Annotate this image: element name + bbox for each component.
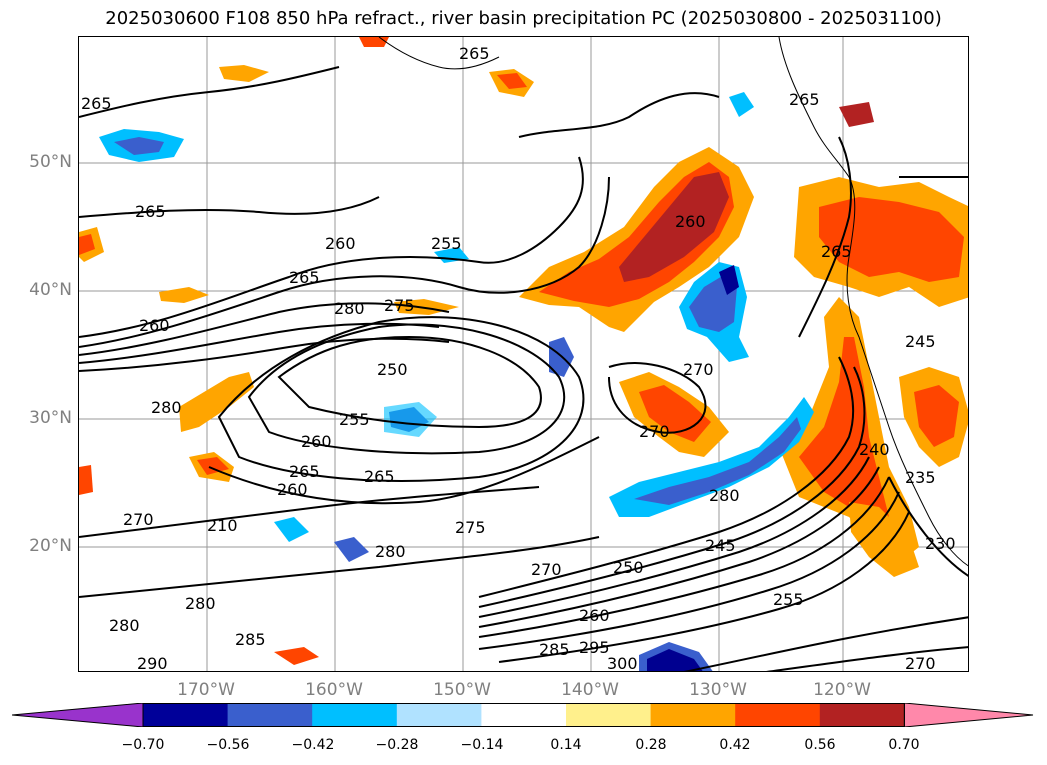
contour-label: 280 <box>709 486 740 505</box>
colorbar-tick: −0.70 <box>121 737 165 753</box>
contour-label: 280 <box>334 299 365 318</box>
colorbar-extend-high <box>903 703 1034 727</box>
contour-label: 260 <box>325 234 356 253</box>
contour-label: 255 <box>339 410 370 429</box>
contour-label: 235 <box>905 468 936 487</box>
graticule <box>79 37 968 671</box>
contour-label: 265 <box>459 44 490 63</box>
contour-label: 255 <box>431 234 462 253</box>
colorbar-border <box>142 703 905 727</box>
contour-label: 280 <box>109 616 140 635</box>
contour-label: 280 <box>151 398 182 417</box>
lon-label-130w: 130°W <box>689 680 747 700</box>
contour-label: 285 <box>235 630 266 649</box>
contour-label: 250 <box>613 558 644 577</box>
colorbar-tick: 0.42 <box>719 737 751 753</box>
colorbar-segment <box>396 703 482 727</box>
lat-label-20n: 20°N <box>29 536 72 556</box>
lon-label-140w: 140°W <box>561 680 619 700</box>
colorbar-tick: 0.28 <box>635 737 667 753</box>
colorbar-segment <box>227 703 313 727</box>
contour-label: 265 <box>364 467 395 486</box>
lat-label-30n: 30°N <box>29 408 72 428</box>
contour-label: 270 <box>639 422 670 441</box>
contour-labels: 265 265 265 265 260 255 265 280 275 260 … <box>81 44 956 672</box>
contour-label: 265 <box>289 462 320 481</box>
colorbar-extend-low <box>12 703 144 727</box>
contour-label: 265 <box>81 94 112 113</box>
map-title: 2025030600 F108 850 hPa refract., river … <box>105 8 942 29</box>
colorbar-tick: −0.28 <box>375 737 419 753</box>
contour-label: 275 <box>455 518 486 537</box>
contour-label: 245 <box>705 536 736 555</box>
contour-label: 260 <box>579 606 610 625</box>
colorbar-tick: −0.14 <box>460 737 504 753</box>
colorbar-segment <box>735 703 821 727</box>
precipitation-shading <box>79 37 968 671</box>
colorbar <box>12 703 1034 727</box>
colorbar-segment <box>312 703 398 727</box>
contour-label: 265 <box>289 268 320 287</box>
contour-label: 240 <box>859 440 890 459</box>
lon-label-150w: 150°W <box>433 680 491 700</box>
contour-label: 295 <box>579 638 610 657</box>
contour-label: 250 <box>377 360 408 379</box>
contour-label: 270 <box>905 654 936 672</box>
contour-label: 300 <box>607 654 638 672</box>
map-canvas: 265 265 265 265 260 255 265 280 275 260 … <box>79 37 968 672</box>
contour-label: 275 <box>384 296 415 315</box>
contour-label: 260 <box>675 212 706 231</box>
contour-label: 210 <box>207 516 238 535</box>
colorbar-segment <box>650 703 736 727</box>
lon-label-120w: 120°W <box>813 680 871 700</box>
contour-label: 255 <box>773 590 804 609</box>
contour-label: 260 <box>301 432 332 451</box>
coastlines <box>378 37 968 567</box>
contour-label: 230 <box>925 534 956 553</box>
colorbar-segment <box>819 703 905 727</box>
contour-label: 280 <box>375 542 406 561</box>
lat-label-40n: 40°N <box>29 280 72 300</box>
refractivity-contours <box>79 66 968 671</box>
colorbar-segment <box>481 703 567 727</box>
contour-label: 260 <box>277 480 308 499</box>
lat-label-50n: 50°N <box>29 152 72 172</box>
colorbar-tick: −0.42 <box>291 737 335 753</box>
contour-label: 270 <box>683 360 714 379</box>
map-panel: 265 265 265 265 260 255 265 280 275 260 … <box>78 36 969 672</box>
contour-label: 270 <box>531 560 562 579</box>
colorbar-tick: −0.56 <box>206 737 250 753</box>
lon-label-160w: 160°W <box>305 680 363 700</box>
colorbar-segment <box>566 703 652 727</box>
contour-label: 245 <box>905 332 936 351</box>
colorbar-tick: 0.14 <box>550 737 582 753</box>
contour-label: 265 <box>789 90 820 109</box>
colorbar-tick: 0.56 <box>804 737 836 753</box>
contour-label: 270 <box>123 510 154 529</box>
contour-label: 285 <box>539 640 570 659</box>
lon-label-170w: 170°W <box>177 680 235 700</box>
colorbar-segment <box>143 703 229 727</box>
contour-label: 280 <box>185 594 216 613</box>
contour-label: 265 <box>135 202 166 221</box>
contour-label: 260 <box>139 316 170 335</box>
colorbar-tick: 0.70 <box>888 737 920 753</box>
contour-label: 290 <box>137 654 168 672</box>
contour-label: 265 <box>821 242 852 261</box>
